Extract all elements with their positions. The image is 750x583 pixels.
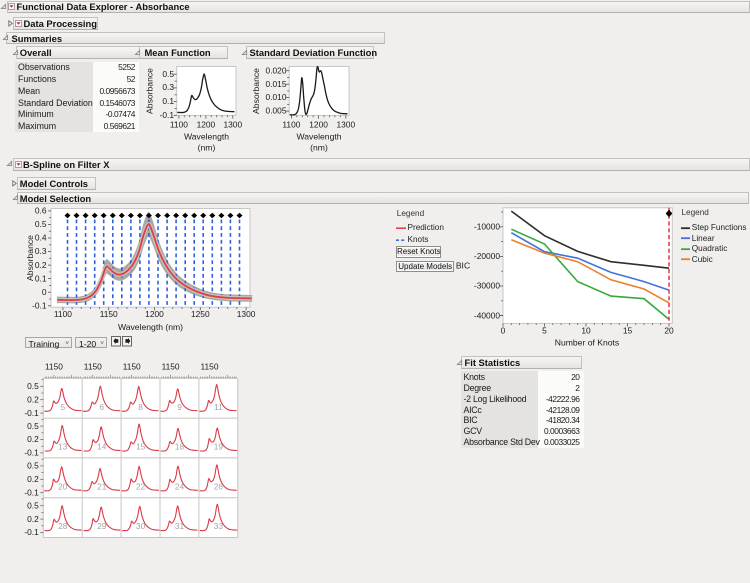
- svg-text:0.010: 0.010: [266, 92, 287, 102]
- svg-text:24: 24: [175, 481, 185, 491]
- svg-text:10: 10: [581, 326, 591, 336]
- svg-text:1300: 1300: [223, 120, 242, 130]
- svg-text:31: 31: [175, 521, 185, 531]
- svg-text:0.5: 0.5: [27, 461, 39, 471]
- svg-text:14: 14: [97, 442, 107, 452]
- svg-text:5: 5: [542, 326, 547, 336]
- svg-text:0.5: 0.5: [162, 69, 174, 79]
- svg-text:0.005: 0.005: [266, 106, 287, 116]
- svg-text:19: 19: [214, 442, 224, 452]
- svg-text:1150: 1150: [100, 309, 118, 319]
- svg-text:0.020: 0.020: [266, 65, 287, 75]
- svg-text:11: 11: [214, 402, 223, 412]
- svg-text:0.3: 0.3: [162, 82, 174, 92]
- svg-text:-20000: -20000: [474, 251, 500, 261]
- svg-text:1250: 1250: [191, 309, 210, 319]
- svg-text:0.2: 0.2: [27, 514, 39, 524]
- svg-text:15: 15: [136, 442, 146, 452]
- svg-text:0.6: 0.6: [35, 206, 47, 216]
- svg-text:6: 6: [99, 402, 104, 412]
- svg-text:Wavelength: Wavelength: [184, 132, 229, 142]
- svg-text:Wavelength: Wavelength: [296, 132, 341, 142]
- svg-text:1100: 1100: [54, 309, 72, 319]
- svg-text:18: 18: [175, 442, 185, 452]
- svg-text:1150: 1150: [200, 362, 218, 372]
- svg-text:Wavelength (nm): Wavelength (nm): [118, 322, 183, 332]
- svg-text:22: 22: [136, 481, 146, 491]
- svg-text:8: 8: [138, 402, 143, 412]
- svg-text:BIC: BIC: [456, 261, 470, 271]
- svg-text:21: 21: [97, 481, 107, 491]
- svg-text:1100: 1100: [170, 120, 188, 130]
- svg-text:1200: 1200: [309, 120, 328, 130]
- svg-text:-40000: -40000: [474, 310, 500, 320]
- svg-text:1100: 1100: [282, 120, 300, 130]
- svg-text:-10000: -10000: [474, 222, 500, 232]
- svg-text:29: 29: [97, 521, 107, 531]
- svg-text:0.4: 0.4: [35, 233, 47, 243]
- svg-text:Number of Knots: Number of Knots: [555, 338, 619, 348]
- svg-text:0.2: 0.2: [27, 394, 39, 404]
- svg-text:(nm): (nm): [310, 143, 328, 153]
- svg-text:Absorbance: Absorbance: [251, 68, 261, 114]
- svg-text:13: 13: [58, 442, 68, 452]
- svg-text:0.2: 0.2: [27, 434, 39, 444]
- svg-text:1150: 1150: [84, 362, 102, 372]
- svg-text:-0.1: -0.1: [32, 300, 47, 310]
- svg-text:0.2: 0.2: [35, 260, 47, 270]
- svg-text:1300: 1300: [336, 120, 355, 130]
- svg-text:-0.1: -0.1: [24, 527, 39, 537]
- svg-text:20: 20: [58, 481, 68, 491]
- svg-text:15: 15: [623, 326, 633, 336]
- svg-text:0.5: 0.5: [27, 381, 39, 391]
- svg-text:1150: 1150: [123, 362, 141, 372]
- svg-text:0.015: 0.015: [266, 79, 287, 89]
- svg-text:0.1: 0.1: [162, 96, 174, 106]
- svg-text:9: 9: [177, 402, 182, 412]
- svg-text:0: 0: [501, 326, 506, 336]
- svg-text:-30000: -30000: [474, 281, 500, 291]
- svg-text:1150: 1150: [162, 362, 180, 372]
- svg-text:-0.1: -0.1: [24, 448, 39, 458]
- svg-text:0.1: 0.1: [35, 273, 47, 283]
- svg-text:-0.1: -0.1: [24, 487, 39, 497]
- svg-text:33: 33: [214, 521, 224, 531]
- svg-text:0.2: 0.2: [27, 474, 39, 484]
- svg-text:-0.1: -0.1: [160, 110, 175, 120]
- svg-text:0: 0: [42, 287, 47, 297]
- svg-text:1300: 1300: [237, 309, 256, 319]
- svg-text:0.5: 0.5: [35, 219, 47, 229]
- svg-text:5: 5: [60, 402, 65, 412]
- svg-text:26: 26: [214, 481, 224, 491]
- svg-text:20: 20: [664, 326, 674, 336]
- svg-text:Absorbance: Absorbance: [145, 68, 155, 114]
- svg-text:0.5: 0.5: [27, 500, 39, 510]
- svg-text:Absorbance: Absorbance: [25, 235, 35, 281]
- svg-text:-0.1: -0.1: [24, 408, 39, 418]
- svg-text:0.5: 0.5: [27, 421, 39, 431]
- svg-text:1200: 1200: [197, 120, 216, 130]
- svg-text:0.3: 0.3: [35, 246, 47, 256]
- svg-text:28: 28: [58, 521, 68, 531]
- svg-text:30: 30: [136, 521, 146, 531]
- svg-text:1150: 1150: [45, 362, 63, 372]
- svg-text:1200: 1200: [145, 309, 164, 319]
- svg-text:(nm): (nm): [198, 143, 216, 153]
